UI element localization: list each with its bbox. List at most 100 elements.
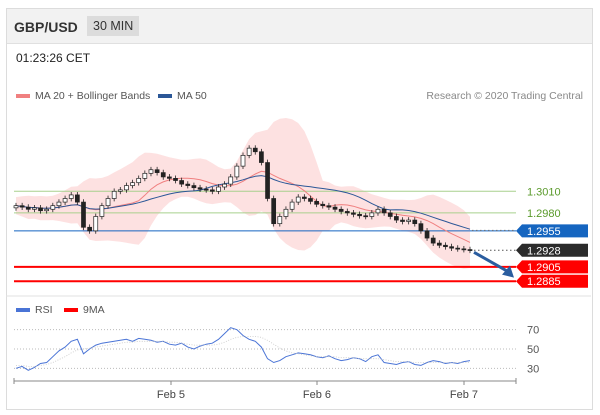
- candle-body: [381, 208, 387, 214]
- candle-body: [130, 182, 135, 186]
- candle-body: [351, 212, 356, 215]
- candle-body: [209, 189, 215, 192]
- candle-body: [412, 219, 418, 225]
- candle-body: [295, 196, 301, 203]
- candle-body: [332, 206, 338, 210]
- candle-body: [436, 242, 442, 246]
- rsi-tick-30: 30: [527, 363, 539, 375]
- level-tag-1-2905: [516, 260, 588, 274]
- legend-swatch-ma50: [158, 94, 172, 98]
- candle-body: [302, 196, 307, 199]
- candle-body: [234, 165, 240, 178]
- candle-body: [32, 207, 37, 210]
- level-tag-1-2955: [516, 224, 588, 238]
- candle-body: [87, 226, 92, 232]
- level-label-1-3010: 1.3010: [527, 186, 561, 198]
- candle-body: [185, 183, 191, 186]
- legend-swatch-ma20: [16, 94, 30, 98]
- candle-body: [99, 205, 105, 217]
- legend-swatch-9ma: [64, 308, 78, 312]
- candle-body: [240, 154, 246, 167]
- candle-body: [19, 205, 25, 208]
- level-tag-1-2928: [516, 243, 588, 257]
- candle-body: [443, 244, 448, 248]
- candle-body: [418, 223, 424, 232]
- candle-body: [117, 189, 123, 192]
- rsi-line: [15, 327, 471, 371]
- candle-body: [387, 212, 393, 217]
- candle-body: [283, 208, 289, 217]
- candle-body: [467, 249, 473, 251]
- rsi-tick-50: 50: [527, 344, 539, 356]
- candle-body: [81, 201, 86, 228]
- candle-body: [277, 216, 283, 225]
- timeframe-button[interactable]: 30 MIN: [87, 16, 140, 36]
- candle-body: [44, 208, 50, 212]
- candle-body: [179, 180, 184, 185]
- x-tick-label: Feb 5: [157, 389, 185, 401]
- candle-body: [50, 205, 56, 210]
- candle-body: [424, 230, 430, 239]
- x-tick-label: Feb 6: [303, 389, 331, 401]
- candle-body: [25, 206, 31, 210]
- candle-body: [203, 188, 209, 191]
- chart-header: GBP/USD 30 MIN: [7, 9, 592, 44]
- candle-body: [228, 176, 234, 185]
- rsi-ma-line: [16, 336, 470, 367]
- legend-label-rsi: RSI: [35, 304, 53, 316]
- symbol-label: GBP/USD: [14, 19, 78, 35]
- candle-body: [56, 201, 62, 207]
- rsi-tick-70: 70: [527, 325, 539, 337]
- candle-body: [38, 207, 43, 212]
- candle-body: [13, 205, 19, 209]
- level-label-1-2955: 1.2955: [527, 226, 561, 238]
- candle-body: [252, 147, 258, 153]
- candle-body: [93, 216, 99, 232]
- candle-body: [173, 178, 178, 181]
- candle-body: [62, 198, 68, 203]
- candle-body: [400, 219, 405, 222]
- candle-body: [455, 247, 461, 250]
- candle-body: [68, 194, 74, 199]
- candle-body: [259, 151, 264, 163]
- candle-body: [148, 169, 154, 174]
- candle-body: [222, 183, 227, 188]
- candle-body: [105, 198, 111, 207]
- candle-body: [75, 194, 80, 203]
- candle-body: [154, 169, 160, 173]
- legend-swatch-rsi: [16, 308, 30, 312]
- legend-label-ma50: MA 50: [177, 90, 207, 102]
- candle-body: [191, 185, 197, 189]
- legend-label-ma20: MA 20 + Bollinger Bands: [35, 90, 150, 102]
- ma50-line: [15, 175, 471, 230]
- level-label-1-2980: 1.2980: [527, 208, 561, 220]
- candle-body: [111, 190, 117, 199]
- candle-body: [375, 208, 381, 214]
- candle-body: [338, 208, 344, 212]
- bollinger-band: [16, 118, 470, 269]
- candle-body: [461, 248, 467, 251]
- candle-body: [271, 198, 277, 225]
- candle-body: [308, 198, 313, 202]
- legend-label-9ma: 9MA: [83, 304, 105, 316]
- candle-body: [124, 185, 129, 191]
- x-tick-label: Feb 7: [450, 389, 478, 401]
- candle-body: [136, 178, 142, 184]
- candle-body: [197, 187, 203, 190]
- level-label-1-2928: 1.2928: [527, 245, 561, 257]
- level-tag-1-2885: [516, 274, 588, 288]
- candle-body: [160, 172, 166, 178]
- candle-body: [363, 215, 369, 218]
- candle-body: [430, 237, 436, 244]
- forecast-arrow-shaft: [473, 250, 509, 273]
- candle-body: [369, 212, 375, 217]
- candle-body: [216, 186, 221, 192]
- candle-body: [326, 205, 332, 208]
- credit-text: Research © 2020 Trading Central: [426, 90, 583, 102]
- candle-body: [167, 176, 172, 179]
- candles: [13, 145, 473, 254]
- forecast-arrow-head: [502, 265, 514, 278]
- candle-body: [142, 172, 148, 179]
- candle-body: [246, 147, 252, 156]
